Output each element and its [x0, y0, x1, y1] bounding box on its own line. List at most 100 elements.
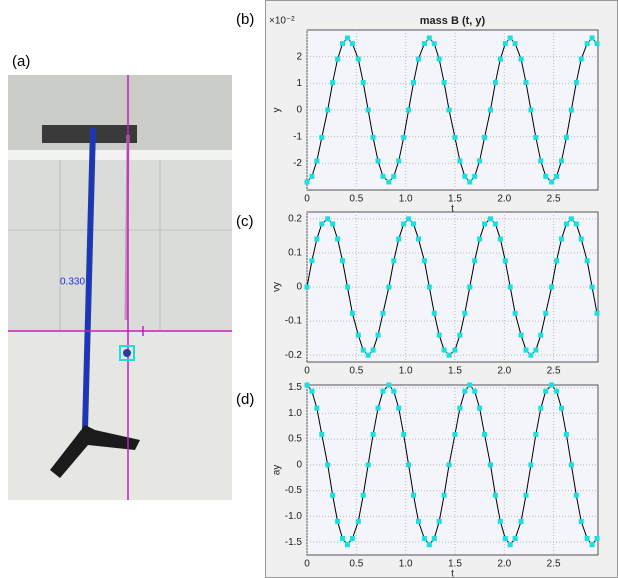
x-tick-label: 2.0 [497, 366, 511, 377]
x-tick-label: 1.5 [448, 366, 462, 377]
x-tick-label: 0.5 [349, 194, 363, 205]
x-tick-label: 2.0 [497, 194, 511, 205]
data-marker [492, 492, 498, 498]
data-marker [431, 41, 437, 47]
data-marker [340, 41, 346, 47]
data-marker [589, 35, 595, 41]
y-tick-label: 2 [296, 51, 302, 62]
data-marker [477, 236, 483, 242]
y-axis-label: y [272, 108, 283, 113]
data-marker [578, 56, 584, 62]
x-tick-label: 0 [304, 559, 310, 570]
data-marker [436, 332, 442, 338]
data-marker [349, 310, 355, 316]
plot-area [306, 29, 599, 191]
data-marker [421, 536, 427, 542]
data-marker [559, 405, 565, 411]
data-marker [457, 405, 463, 411]
data-marker [472, 258, 478, 264]
data-marker [340, 258, 346, 264]
plot-area [306, 211, 599, 363]
data-marker [482, 431, 488, 437]
data-marker [436, 519, 442, 525]
data-marker [375, 332, 381, 338]
data-marker [365, 352, 371, 358]
data-marker [482, 221, 488, 227]
data-marker [314, 158, 320, 164]
data-marker [355, 519, 361, 525]
data-marker [518, 56, 524, 62]
data-marker [415, 56, 421, 62]
data-marker [533, 431, 539, 437]
data-marker [543, 388, 549, 394]
data-marker [446, 352, 452, 358]
data-marker [360, 492, 366, 498]
data-marker [472, 388, 478, 394]
data-line [306, 37, 598, 183]
y-tick-label: 0.1 [288, 248, 302, 259]
x-tick-label: 0 [304, 194, 310, 205]
data-marker [365, 462, 371, 468]
data-marker [477, 158, 483, 164]
data-marker [568, 216, 574, 222]
x-tick-label: 1.0 [399, 194, 413, 205]
data-marker [441, 347, 447, 353]
data-marker [426, 35, 432, 41]
y-tick-label: -1.0 [285, 511, 303, 522]
y-tick-label: -1.5 [285, 537, 303, 548]
data-marker [518, 332, 524, 338]
data-marker [502, 41, 508, 47]
data-marker [386, 179, 392, 185]
data-marker [340, 536, 346, 542]
data-marker [554, 173, 560, 179]
data-marker [330, 492, 336, 498]
x-tick-label: 0.5 [349, 559, 363, 570]
data-marker [355, 332, 361, 338]
data-marker [573, 492, 579, 498]
data-marker [349, 536, 355, 542]
data-marker [335, 236, 341, 242]
data-marker [396, 236, 402, 242]
data-marker [304, 179, 310, 185]
data-marker [589, 542, 595, 548]
data-marker [578, 236, 584, 242]
data-marker [344, 284, 350, 290]
data-marker [421, 41, 427, 47]
data-marker [584, 536, 590, 542]
data-marker [452, 431, 458, 437]
data-marker [528, 352, 534, 358]
data-marker [401, 431, 407, 437]
panel-label: (d) [236, 391, 254, 408]
data-marker [492, 80, 498, 86]
y-tick-label: -0.1 [285, 316, 303, 327]
data-marker [594, 536, 600, 542]
data-marker [507, 542, 513, 548]
chart-title: mass B (t, y) [420, 15, 486, 27]
data-marker [457, 158, 463, 164]
data-marker [543, 173, 549, 179]
data-marker [365, 107, 371, 113]
data-marker [578, 519, 584, 525]
data-marker [431, 536, 437, 542]
data-marker [314, 405, 320, 411]
data-marker [325, 462, 331, 468]
data-marker [391, 388, 397, 394]
data-marker [507, 284, 513, 290]
data-marker [375, 405, 381, 411]
data-marker [467, 382, 473, 388]
data-marker [401, 221, 407, 227]
data-marker [563, 431, 569, 437]
data-marker [528, 107, 534, 113]
data-marker [563, 134, 569, 140]
data-marker [396, 158, 402, 164]
data-marker [452, 134, 458, 140]
data-marker [436, 56, 442, 62]
y-tick-label: 0 [296, 282, 302, 293]
data-marker [370, 431, 376, 437]
data-marker [406, 107, 412, 113]
data-marker [441, 80, 447, 86]
data-marker [523, 347, 529, 353]
data-marker [391, 258, 397, 264]
data-marker [512, 41, 518, 47]
x-axis-label: t [451, 569, 454, 578]
